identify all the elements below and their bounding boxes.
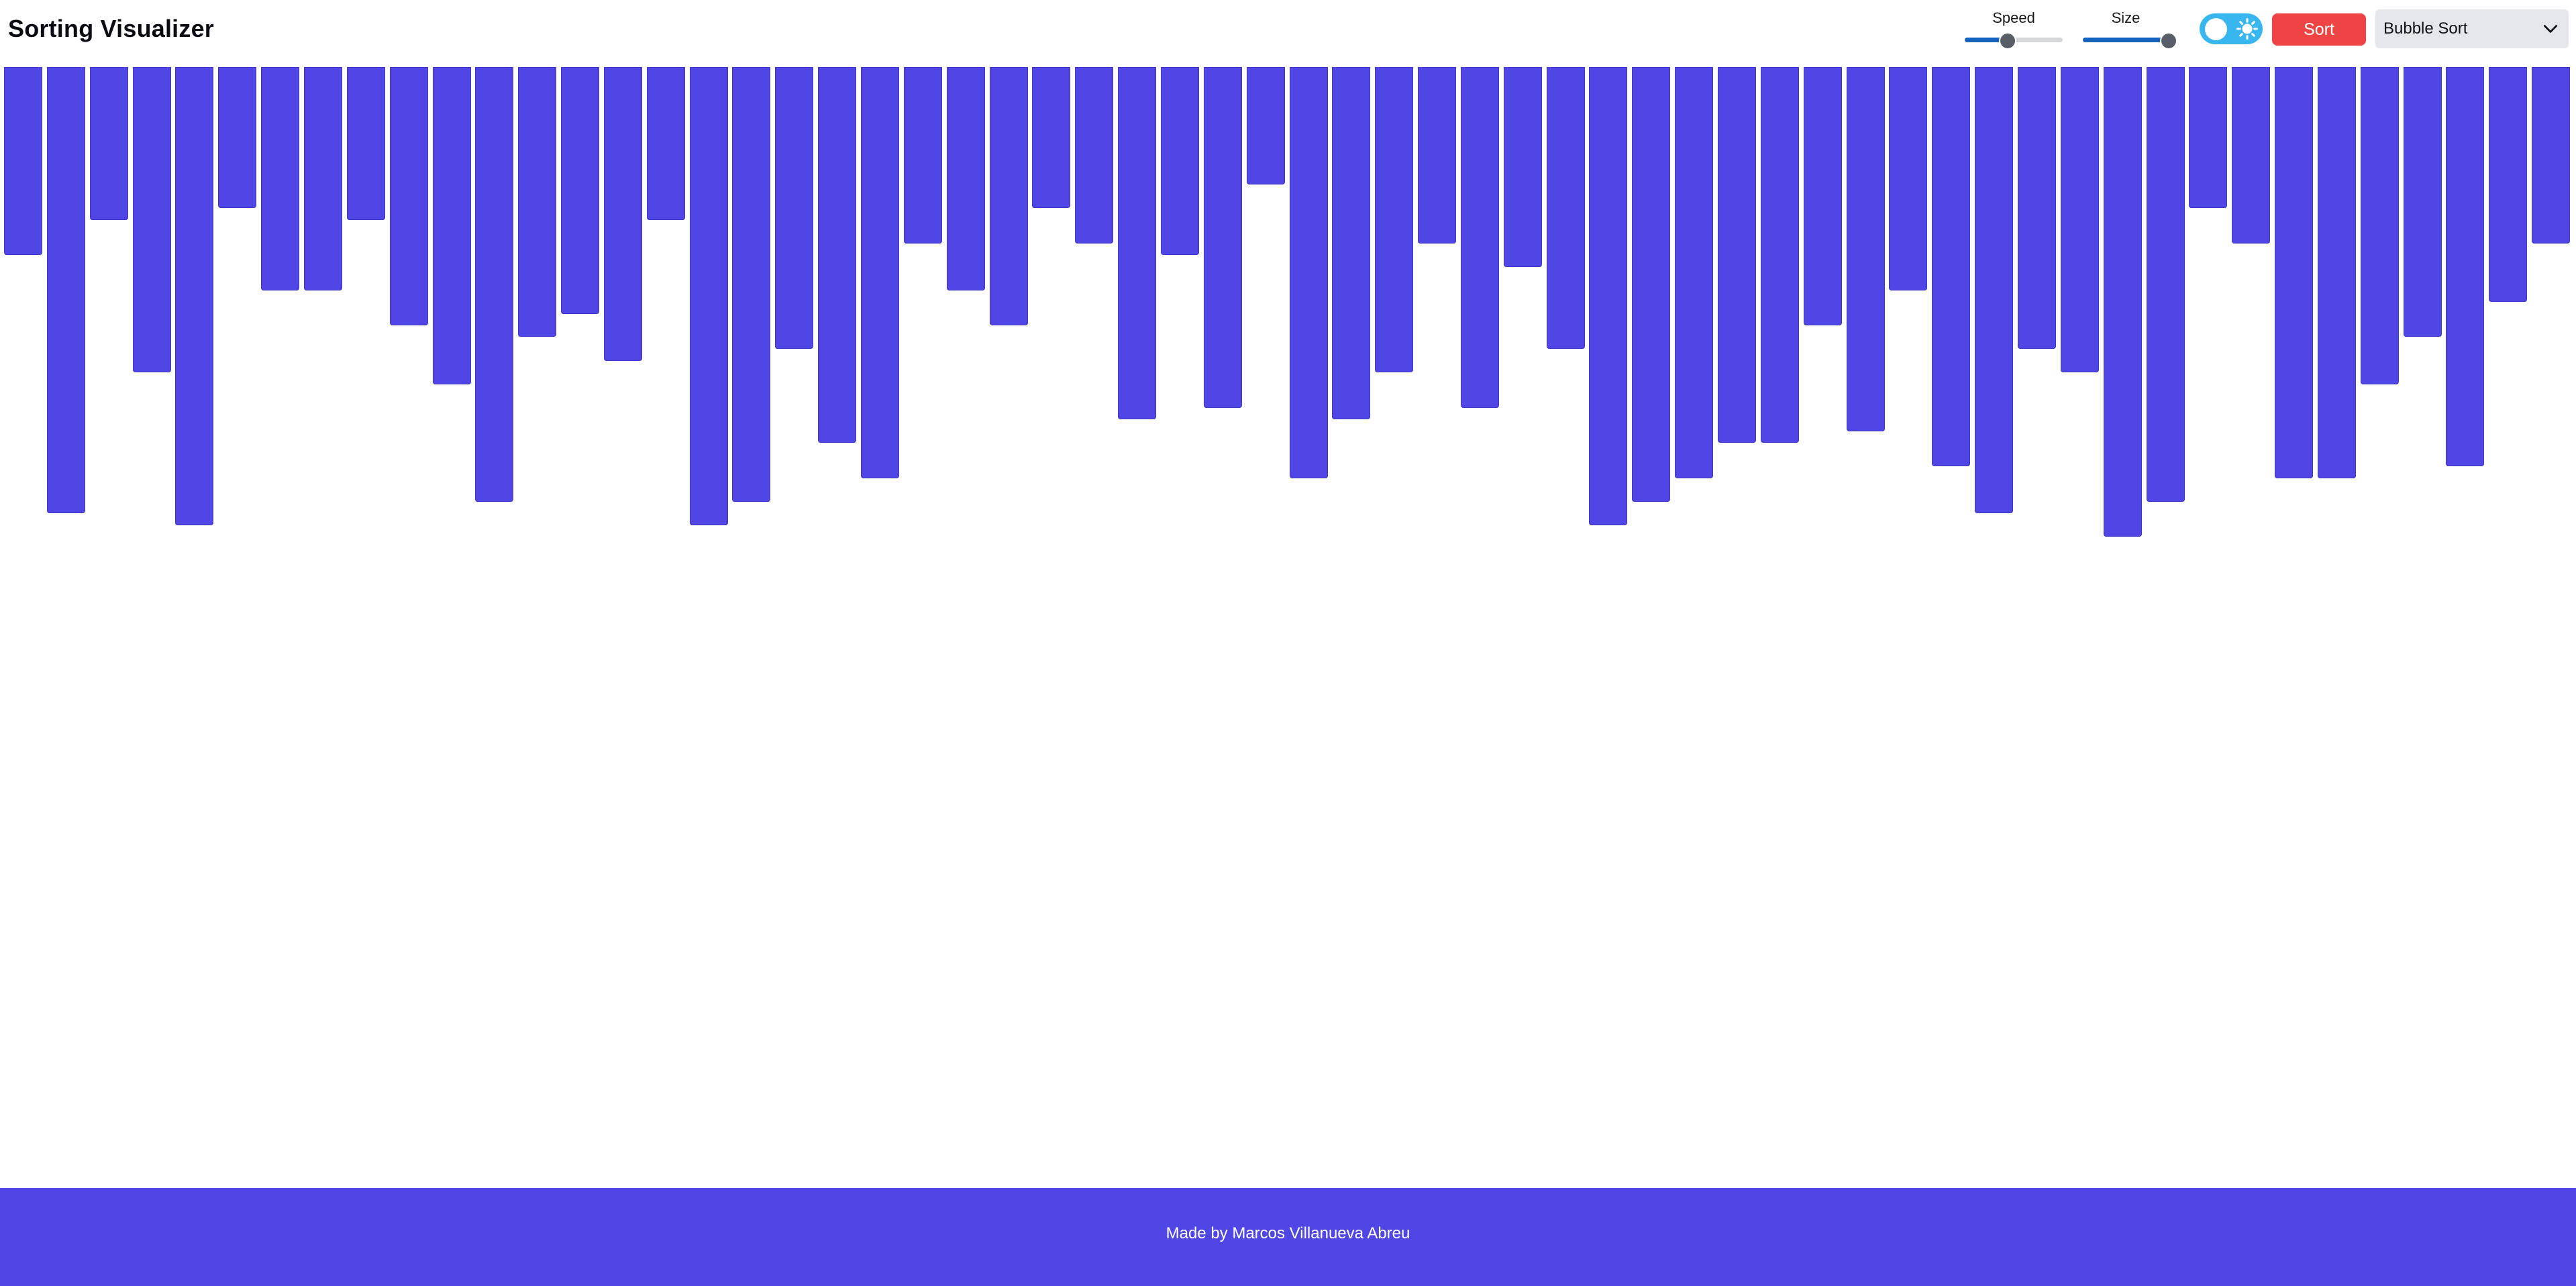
size-control: Size [2083, 7, 2177, 54]
algorithm-select[interactable]: Bubble Sort [2375, 9, 2569, 48]
array-bar [1160, 67, 1199, 255]
array-bar [1846, 67, 1885, 431]
array-bar [2317, 67, 2356, 478]
array-bar [389, 67, 428, 325]
size-slider-track[interactable] [2083, 38, 2169, 42]
array-bar [175, 67, 214, 525]
array-bar [2446, 67, 2485, 466]
array-bar [946, 67, 985, 290]
array-bar [1889, 67, 1928, 290]
array-bar [818, 67, 857, 443]
array-bar [861, 67, 899, 478]
array-bar [1932, 67, 1971, 466]
array-bar [2103, 67, 2142, 537]
array-bar [432, 67, 471, 384]
bars-area [0, 67, 2576, 550]
array-bar [1803, 67, 1842, 325]
array-bar [2232, 67, 2271, 244]
array-bar [1203, 67, 1242, 408]
array-bar [1460, 67, 1499, 408]
array-bar [46, 67, 85, 513]
array-bar [903, 67, 942, 244]
array-bar [1032, 67, 1071, 208]
array-bar [1118, 67, 1157, 419]
array-bar [689, 67, 728, 525]
array-bar [1632, 67, 1671, 502]
array-bar [218, 67, 257, 208]
array-bar [1075, 67, 1114, 244]
array-bar [346, 67, 385, 220]
array-bar [4, 67, 42, 255]
array-bar [303, 67, 342, 290]
size-slider-thumb[interactable] [2160, 32, 2177, 50]
array-bar [1289, 67, 1328, 478]
array-bar [2275, 67, 2314, 478]
array-bar [989, 67, 1028, 325]
array-bar [2489, 67, 2528, 302]
speed-control: Speed [1965, 7, 2063, 54]
array-bar [1975, 67, 2014, 513]
array-bar [2017, 67, 2056, 349]
size-label: Size [2111, 9, 2141, 26]
array-bar [132, 67, 171, 372]
app-title: Sorting Visualizer [8, 15, 215, 42]
array-bar [1589, 67, 1628, 525]
array-bar [2189, 67, 2228, 208]
array-bar [1332, 67, 1371, 419]
footer-credit: Made by Marcos Villanueva Abreu [1166, 1224, 1410, 1242]
array-bar [2060, 67, 2099, 372]
sun-icon [2236, 17, 2259, 40]
array-bar [646, 67, 685, 220]
array-bar [1760, 67, 1799, 443]
speed-slider-thumb[interactable] [1999, 32, 2017, 50]
array-bar [775, 67, 814, 349]
footer: Made by Marcos Villanueva Abreu [0, 1188, 2576, 1286]
array-bar [561, 67, 600, 314]
array-bar [2360, 67, 2399, 384]
speed-label: Speed [1992, 9, 2035, 26]
array-bar [1503, 67, 1542, 267]
chevron-down-icon [2542, 20, 2559, 38]
array-bar [475, 67, 514, 502]
size-slider-fill [2083, 38, 2169, 42]
array-bar [261, 67, 300, 290]
sort-button[interactable]: Sort [2272, 13, 2366, 46]
array-bar [1675, 67, 1714, 478]
array-bar [518, 67, 557, 337]
app-header: Sorting Visualizer Speed Size [0, 0, 2576, 60]
array-bar [2146, 67, 2185, 502]
array-bar [1718, 67, 1756, 443]
array-bar [2532, 67, 2571, 244]
array-bar [1246, 67, 1285, 184]
speed-slider-fill [1965, 38, 2008, 42]
array-bar [1418, 67, 1457, 244]
array-bar [89, 67, 128, 220]
array-bar [1375, 67, 1414, 372]
theme-toggle[interactable] [2200, 13, 2263, 44]
toggle-knob [2205, 18, 2227, 40]
algorithm-select-value: Bubble Sort [2383, 19, 2468, 38]
array-bar [1546, 67, 1585, 349]
array-bar [732, 67, 771, 502]
array-bar [2403, 67, 2442, 337]
array-bar [603, 67, 642, 361]
